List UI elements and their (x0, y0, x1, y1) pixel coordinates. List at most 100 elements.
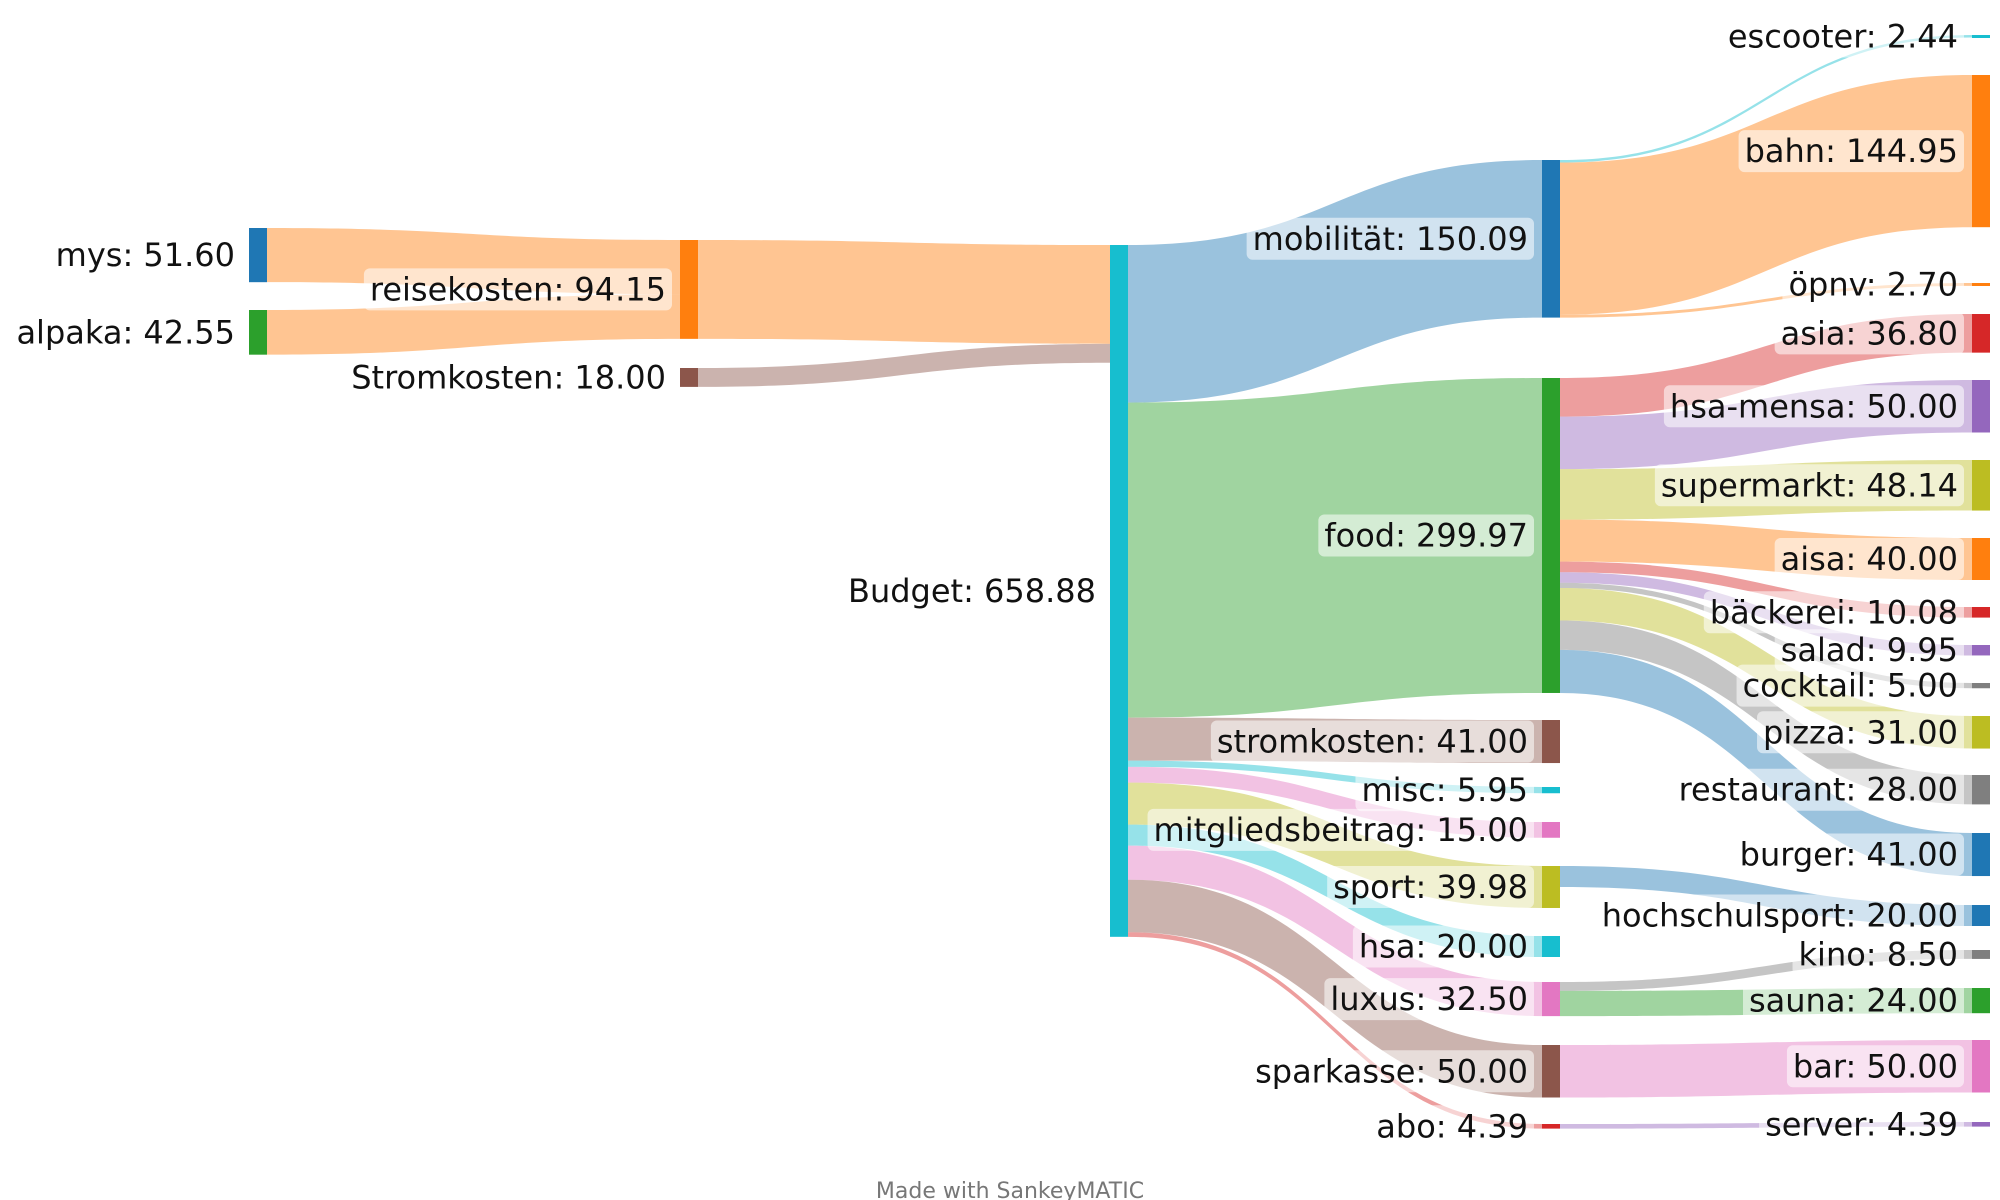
label-alpaka: alpaka: 42.55 (16, 313, 235, 351)
label-escooter: escooter: 2.44 (1728, 18, 1958, 56)
label-backdrop-bar (1786, 1045, 1964, 1088)
node-food (1542, 378, 1560, 693)
label-kino: kino: 8.50 (1799, 935, 1958, 973)
label-backdrop-bahn (1738, 130, 1964, 173)
label-backdrop-mobilitaet (1246, 217, 1534, 260)
label-backdrop-server (1759, 1103, 1964, 1146)
flow-Budget-to-luxus (1128, 845, 1542, 1017)
label-cocktail: cocktail: 5.00 (1743, 667, 1958, 705)
label-backdrop-escooter (1721, 15, 1964, 58)
label-backdrop-sport (1327, 865, 1534, 908)
label-aisa: aisa: 40.00 (1781, 540, 1958, 578)
node-supermarkt (1972, 460, 1990, 511)
node-Stromkosten (680, 368, 698, 387)
label-salad: salad: 9.95 (1781, 631, 1958, 669)
node-sport (1542, 866, 1560, 908)
label-baeckerei: bäckerei: 10.08 (1710, 593, 1958, 631)
label-mitgliedsbeitrag: mitgliedsbeitrag: 15.00 (1154, 811, 1528, 849)
node-hsa (1542, 936, 1560, 957)
label-sparkasse: sparkasse: 50.00 (1255, 1052, 1528, 1090)
node-bar (1972, 1040, 1990, 1093)
flow-Budget-to-abo (1128, 932, 1542, 1129)
label-backdrop-restaurant (1672, 768, 1964, 811)
label-backdrop-hsa (1352, 925, 1534, 968)
label-backdrop-misc (1355, 769, 1534, 812)
node-mobilitaet (1542, 160, 1560, 318)
label-hochschulsport: hochschulsport: 20.00 (1602, 897, 1958, 935)
label-backdrop-sparkasse (1249, 1050, 1534, 1093)
node-misc (1542, 787, 1560, 794)
nodes-layer (249, 35, 1990, 1129)
label-bar: bar: 50.00 (1793, 1047, 1958, 1085)
node-cocktail (1972, 683, 1990, 689)
flow-mobilitaet-to-escooter (1560, 35, 1972, 163)
node-mitgliedsbeitrag (1542, 822, 1560, 838)
node-alpaka (249, 310, 267, 355)
label-backdrop-cocktail (1736, 664, 1964, 707)
node-reisekosten (680, 240, 698, 339)
label-server: server: 4.39 (1765, 1105, 1958, 1143)
label-backdrop-reisekosten (363, 268, 672, 311)
node-baeckerei (1972, 607, 1990, 618)
label-Stromkosten: Stromkosten: 18.00 (351, 358, 666, 396)
label-sport: sport: 39.98 (1333, 868, 1528, 906)
label-asia: asia: 36.80 (1781, 314, 1958, 352)
label-stromkosten: stromkosten: 41.00 (1217, 723, 1528, 761)
label-bahn: bahn: 144.95 (1745, 132, 1958, 170)
label-backdrop-hsa-mensa (1663, 385, 1964, 428)
label-mys: mys: 51.60 (56, 236, 235, 274)
label-backdrop-baeckerei (1703, 591, 1964, 634)
flow-Budget-to-mobilitaet (1128, 160, 1542, 403)
flow-food-to-cocktail (1560, 582, 1972, 689)
label-backdrop-stromkosten (1210, 720, 1534, 763)
node-salad (1972, 645, 1990, 656)
node-asia (1972, 314, 1990, 353)
label-misc: misc: 5.95 (1361, 771, 1528, 809)
node-server (1972, 1122, 1990, 1127)
label-supermarkt: supermarkt: 48.14 (1661, 466, 1958, 504)
label-sauna: sauna: 24.00 (1749, 982, 1958, 1020)
label-luxus: luxus: 32.50 (1330, 980, 1528, 1018)
node-abo (1542, 1124, 1560, 1129)
label-backdrop-mitgliedsbeitrag (1147, 808, 1534, 851)
node-restaurant (1972, 775, 1990, 805)
label-restaurant: restaurant: 28.00 (1679, 771, 1958, 809)
node-kino (1972, 950, 1990, 959)
label-backdrop-Stromkosten (345, 356, 672, 399)
label-burger: burger: 41.00 (1740, 836, 1958, 874)
label-Budget: Budget: 658.88 (848, 572, 1096, 610)
label-reisekosten: reisekosten: 94.15 (370, 270, 666, 308)
label-backdrop-salad (1774, 629, 1964, 672)
flow-Stromkosten-to-Budget (698, 343, 1110, 387)
node-stromkosten (1542, 720, 1560, 764)
node-burger (1972, 833, 1990, 877)
label-backdrop-aisa (1774, 538, 1964, 580)
label-hsa-mensa: hsa-mensa: 50.00 (1670, 387, 1958, 425)
label-oepnv: öpnv: 2.70 (1788, 266, 1958, 304)
node-pizza (1972, 716, 1990, 749)
label-food: food: 299.97 (1324, 516, 1528, 554)
label-backdrop-burger (1733, 833, 1964, 876)
label-pizza: pizza: 31.00 (1763, 713, 1958, 751)
node-escooter (1972, 35, 1990, 38)
labels-layer: mys: 51.60 alpaka: 42.55 reisekosten: 94.1… (16, 15, 1964, 1148)
label-abo: abo: 4.39 (1376, 1107, 1528, 1145)
label-backdrop-sauna (1742, 979, 1964, 1022)
flow-mobilitaet-to-oepnv (1560, 283, 1972, 318)
node-luxus (1542, 982, 1560, 1017)
label-hsa: hsa: 20.00 (1359, 928, 1528, 966)
node-sauna (1972, 988, 1990, 1014)
label-backdrop-hochschulsport (1595, 894, 1964, 937)
credit-text: Made with SankeyMATIC (876, 1179, 1144, 1200)
label-backdrop-supermarkt (1654, 464, 1964, 507)
label-backdrop-kino (1792, 933, 1964, 976)
node-bahn (1972, 75, 1990, 228)
label-backdrop-abo (1370, 1105, 1534, 1148)
label-backdrop-oepnv (1782, 263, 1964, 306)
label-mobilitaet: mobilität: 150.09 (1253, 220, 1528, 258)
node-Budget (1110, 245, 1128, 937)
label-backdrop-pizza (1757, 711, 1964, 754)
node-hsa-mensa (1972, 380, 1990, 433)
